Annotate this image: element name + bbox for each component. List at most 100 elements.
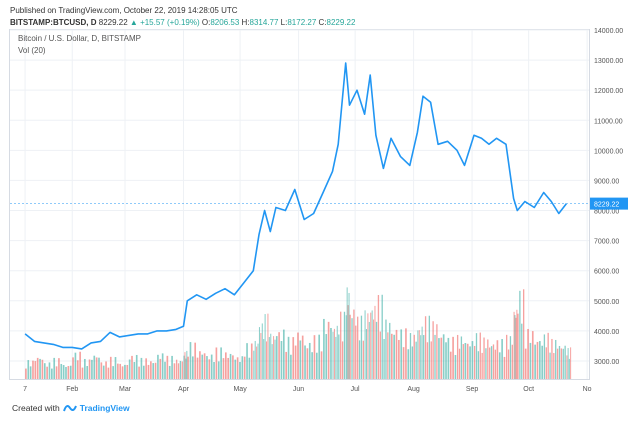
volume-bar: [121, 366, 124, 379]
x-tick-label: Sep: [466, 386, 479, 393]
volume-bar: [274, 339, 276, 379]
tradingview-brand[interactable]: TradingView: [79, 403, 130, 413]
volume-bar: [273, 336, 275, 379]
volume-bar: [60, 363, 63, 379]
volume-bar: [420, 335, 422, 379]
volume-bar: [519, 290, 521, 379]
volume-bar: [175, 359, 178, 379]
volume-bar: [479, 332, 481, 379]
volume-bar: [374, 305, 376, 379]
volume-bar: [187, 356, 189, 379]
volume-bar: [184, 352, 186, 379]
volume-bar: [189, 342, 192, 379]
volume-bar: [516, 309, 518, 379]
volume-bar: [543, 334, 546, 379]
volume-bar: [418, 330, 420, 379]
volume-bar: [311, 352, 313, 379]
volume-bar: [72, 357, 74, 379]
volume-bar: [53, 357, 56, 379]
volume-bar: [411, 346, 414, 379]
volume-bar: [254, 340, 256, 379]
volume-bar: [373, 319, 375, 379]
volume-bar: [534, 344, 536, 379]
volume-bar: [469, 346, 471, 379]
volume-bar: [456, 334, 459, 379]
volume-bar: [93, 355, 96, 379]
volume-bar: [521, 323, 523, 379]
volume-bar: [539, 341, 541, 379]
volume-bar: [194, 342, 197, 379]
volume-bar: [370, 312, 372, 379]
volume-bar: [318, 334, 321, 379]
volume-bar: [46, 366, 48, 379]
volume-bar: [327, 321, 330, 379]
x-tick-label: Oct: [523, 386, 534, 393]
high-value: 8314.77: [249, 18, 279, 27]
volume-bar: [423, 335, 425, 379]
volume-bar: [509, 336, 512, 379]
volume-bar: [345, 315, 347, 379]
volume-bar: [428, 315, 431, 379]
volume-bar: [105, 361, 107, 379]
volume-bar: [357, 316, 359, 379]
volume-bar: [62, 365, 65, 379]
volume-bar: [135, 354, 138, 379]
volume-bar: [287, 336, 290, 379]
y-tick-label: 6000.00: [594, 269, 619, 276]
volume-bar: [413, 334, 415, 379]
last-price-tag-text: 8229.22: [594, 202, 619, 209]
volume-bar: [368, 321, 370, 379]
volume-bar: [186, 350, 188, 379]
volume-bar: [100, 362, 103, 379]
volume-bar: [349, 314, 351, 379]
volume-bar: [294, 345, 297, 379]
volume-bar: [36, 357, 39, 379]
volume-bar: [389, 322, 391, 379]
volume-bar: [217, 361, 220, 379]
x-axis-labels: 7 Feb Mar Apr May Jun Jul Aug Sep Oct No: [23, 386, 592, 393]
volume-bar: [490, 346, 493, 379]
volume-bar: [454, 354, 457, 379]
volume-bar: [320, 351, 323, 379]
volume-bar: [171, 355, 173, 379]
x-tick-label: Aug: [407, 386, 420, 393]
volume-bar: [498, 352, 501, 379]
volume-bar: [487, 339, 489, 379]
volume-bar: [256, 346, 258, 379]
open-value: 8206.53: [210, 18, 240, 27]
volume-bar: [196, 357, 199, 379]
volume-bar: [119, 363, 122, 379]
volume-bar: [549, 352, 551, 379]
volume-bar: [570, 347, 572, 379]
volume-bar: [458, 348, 461, 379]
change-up-icon: ▲: [129, 18, 138, 27]
volume-bar: [183, 355, 185, 379]
volume-bar: [308, 342, 311, 379]
volume-bar: [32, 360, 34, 379]
volume-bar: [503, 356, 506, 379]
volume-bar: [285, 351, 288, 379]
last-price-tag: 8229.22: [590, 197, 628, 210]
volume-bar: [79, 351, 81, 379]
volume-bar: [560, 348, 563, 379]
volume-bar: [371, 310, 373, 379]
volume-bar: [299, 340, 302, 379]
volume-bar: [239, 361, 241, 379]
volume-bar: [405, 328, 407, 379]
quote-line: BITSTAMP:BTCUSD, D 8229.22 ▲ +15.57 (+0.…: [10, 18, 355, 27]
volume-bar: [166, 355, 169, 379]
volume-bar: [210, 354, 213, 379]
volume-bar: [304, 345, 306, 379]
volume-bar: [161, 353, 164, 379]
volume-bar: [436, 324, 438, 379]
volume-bar: [471, 341, 474, 379]
volume-bar: [438, 338, 440, 379]
volume-bar: [74, 352, 77, 379]
volume-bar: [282, 329, 285, 379]
volume-bar: [48, 362, 51, 379]
volume-bar: [109, 356, 112, 379]
volume-bar: [522, 289, 525, 379]
volume-bar: [261, 323, 263, 379]
volume-bar: [102, 365, 105, 379]
